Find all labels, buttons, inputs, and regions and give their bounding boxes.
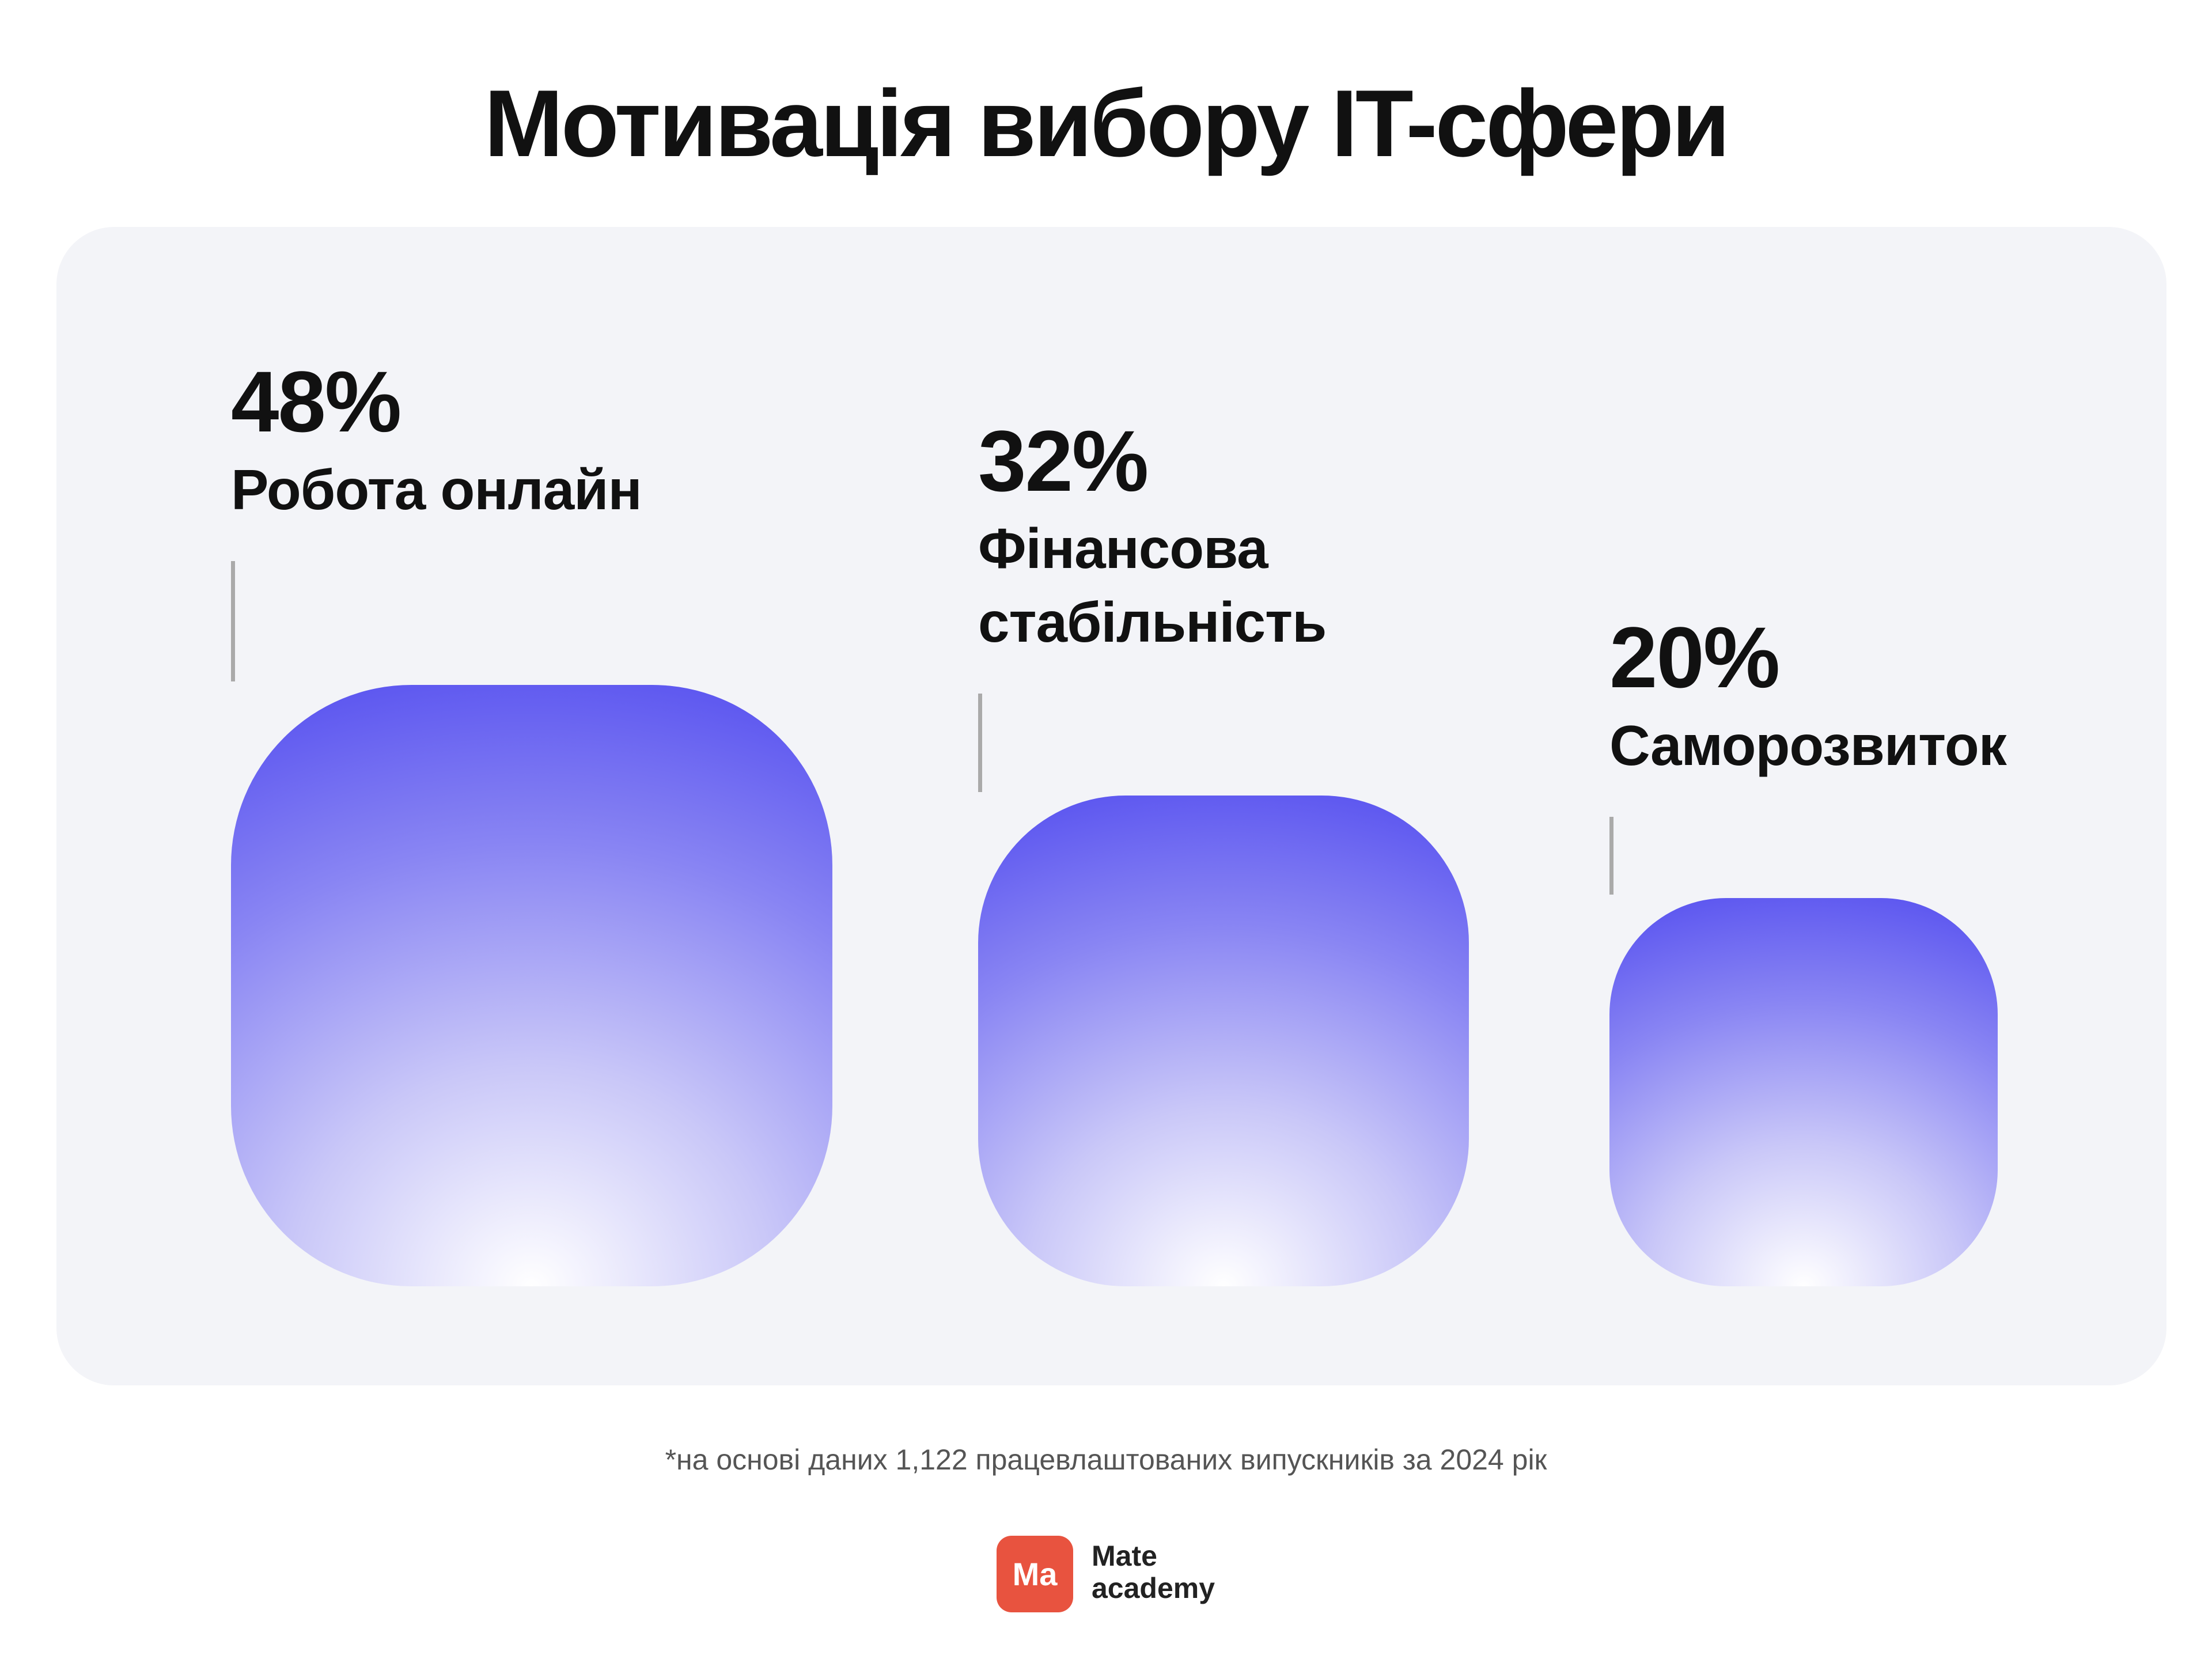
chart-panel: 48% Робота онлайн 32% Фінансова стабільніст…: [56, 227, 2166, 1385]
value-label: 48%: [231, 353, 402, 450]
logo-text: Mate: [1092, 1540, 1157, 1572]
label-group: 20% Саморозвиток: [1609, 609, 2007, 898]
connector-line: [978, 694, 982, 792]
value-label: 20%: [1609, 609, 1780, 706]
logo-text: academy: [1092, 1572, 1215, 1604]
category-label: Саморозвиток: [1609, 713, 2007, 777]
connector-line: [231, 561, 235, 681]
value-square: [231, 685, 832, 1286]
value-square: [1609, 898, 1998, 1286]
logo-badge: Ma: [997, 1536, 1073, 1612]
value-square: [978, 795, 1469, 1286]
footnote: *на основі даних 1,122 працевлаштованих …: [665, 1444, 1547, 1476]
value-label: 32%: [978, 412, 1149, 509]
category-label: Фінансова стабільність: [978, 517, 1327, 654]
connector-line: [1609, 817, 1613, 895]
label-group: 32% Фінансова стабільність: [978, 412, 1554, 796]
label-group: 48% Робота онлайн: [231, 357, 642, 685]
category-label: Робота онлайн: [231, 457, 642, 521]
chart-title: Мотивація вибору IT-сфери: [484, 70, 1730, 176]
